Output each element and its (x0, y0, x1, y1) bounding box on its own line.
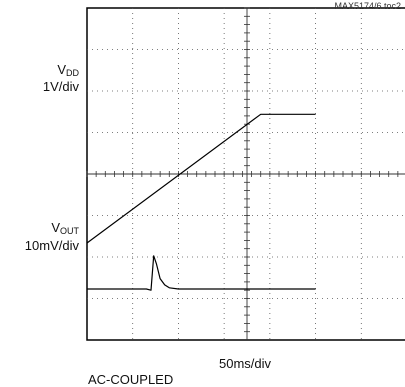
trace-line-vdd (86, 113, 316, 244)
traces (86, 113, 316, 291)
vout-scale: 10mV/div (24, 238, 79, 253)
figure-id: MAX5174/6 toc2 (334, 1, 401, 11)
vdd-scale: 1V/div (42, 79, 79, 94)
vout-sub: OUT (60, 226, 79, 236)
vdd-name: V (57, 62, 66, 77)
vout-name: V (51, 220, 60, 235)
x-axis-label: 50ms/div (219, 356, 272, 371)
grid (86, 7, 405, 340)
vdd-sub: DD (66, 68, 79, 78)
vdd-label: VDD (57, 62, 79, 81)
vout-label: VOUT (51, 220, 79, 239)
coupling-note: AC-COUPLED (88, 372, 174, 387)
trace-line-vout (87, 255, 316, 291)
